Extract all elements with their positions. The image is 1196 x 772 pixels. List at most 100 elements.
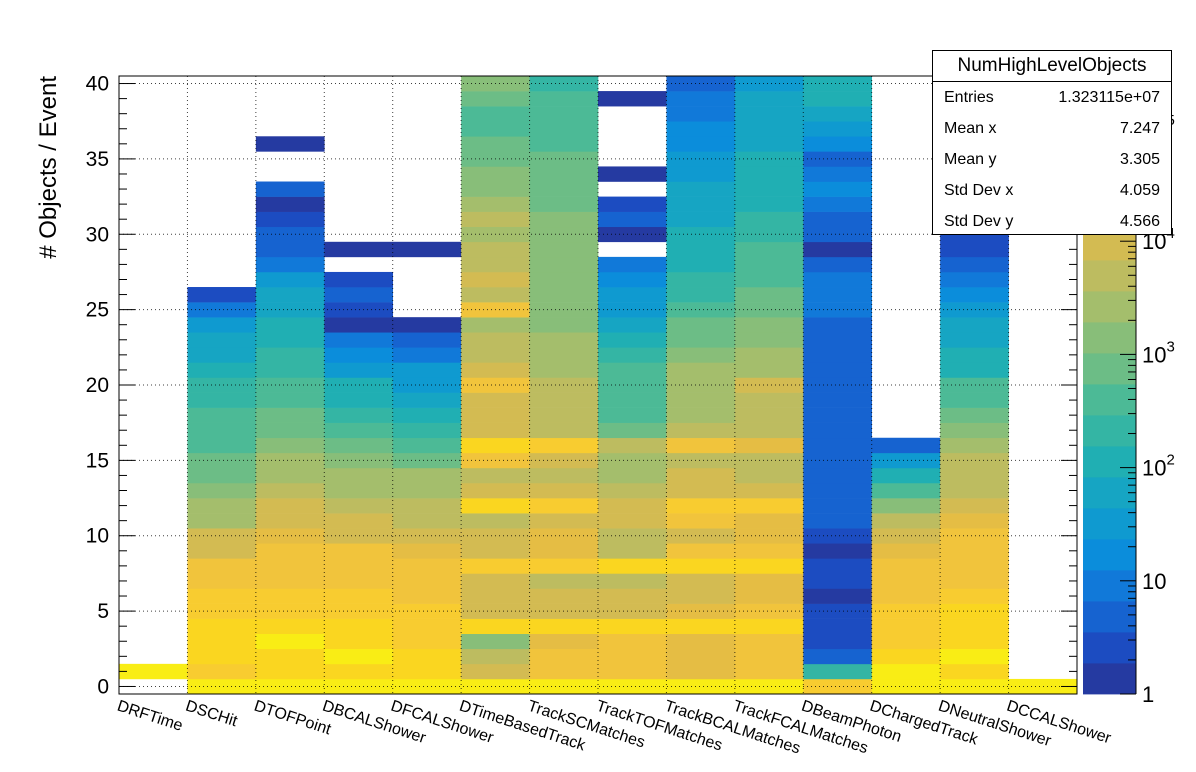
heatmap-cell xyxy=(803,317,873,333)
heatmap-cell xyxy=(666,211,736,228)
heatmap-cell xyxy=(461,287,530,303)
heatmap-cell xyxy=(461,648,530,665)
heatmap-cell xyxy=(734,528,804,544)
heatmap-cell xyxy=(529,241,599,258)
heatmap-cell xyxy=(461,91,530,107)
heatmap-cell xyxy=(666,347,736,363)
heatmap-cell xyxy=(461,196,530,212)
heatmap-cell xyxy=(255,603,325,619)
heatmap-cell xyxy=(187,588,257,604)
heatmap-cell xyxy=(803,543,873,559)
stats-title: NumHighLevelObjects xyxy=(933,51,1171,82)
heatmap-cell xyxy=(598,573,667,589)
heatmap-cell xyxy=(187,317,257,333)
heatmap-cell xyxy=(734,226,804,243)
stats-row-mean-y: Mean y 3.305 xyxy=(933,144,1171,175)
heatmap-cell xyxy=(324,271,394,288)
heatmap-cell xyxy=(803,407,873,423)
heatmap-cell xyxy=(324,332,394,348)
heatmap-cell xyxy=(324,422,394,439)
heatmap-cell xyxy=(529,467,599,484)
palette-swatch xyxy=(1083,260,1136,292)
heatmap-cell xyxy=(598,498,667,514)
heatmap-cell xyxy=(666,482,736,499)
heatmap-cell xyxy=(803,513,873,529)
heatmap-cell xyxy=(529,633,599,650)
heatmap-cell xyxy=(461,588,530,604)
heatmap-cell xyxy=(324,392,394,408)
stats-value: 7.247 xyxy=(1119,120,1160,137)
heatmap-cell xyxy=(940,317,1009,333)
heatmap-cell xyxy=(803,648,873,665)
heatmap-cell xyxy=(255,663,325,680)
heatmap-cell xyxy=(734,256,804,273)
heatmap-cell xyxy=(461,663,530,680)
heatmap-cell xyxy=(529,573,599,589)
palette-tick-label: 1 xyxy=(1142,682,1154,707)
heatmap-cell xyxy=(255,317,325,333)
heatmap-cell xyxy=(871,513,941,529)
heatmap-cell xyxy=(666,392,736,408)
heatmap-cell xyxy=(871,663,941,680)
heatmap-cell xyxy=(187,498,257,514)
heatmap-cell xyxy=(529,663,599,680)
heatmap-cell xyxy=(940,663,1009,680)
heatmap-cell xyxy=(187,558,257,574)
heatmap-cell xyxy=(461,136,530,152)
heatmap-cell xyxy=(734,588,804,604)
heatmap-cell xyxy=(187,392,257,408)
heatmap-cell xyxy=(392,437,462,454)
heatmap-cell xyxy=(529,407,599,423)
heatmap-cell xyxy=(324,407,394,423)
heatmap-cell xyxy=(734,648,804,665)
heatmap-cell xyxy=(940,452,1009,469)
heatmap-cell xyxy=(461,241,530,258)
y-tick-label: 20 xyxy=(86,374,109,397)
palette-swatch xyxy=(1083,446,1136,478)
heatmap-cell xyxy=(529,347,599,363)
heatmap-cell xyxy=(871,648,941,665)
heatmap-cell xyxy=(666,287,736,303)
heatmap-cell xyxy=(598,543,667,559)
heatmap-cell xyxy=(324,573,394,589)
heatmap-cell xyxy=(940,437,1009,454)
heatmap-cell xyxy=(324,452,394,469)
heatmap-cell xyxy=(734,618,804,634)
heatmap-cell xyxy=(187,648,257,665)
heatmap-cell xyxy=(392,467,462,484)
heatmap-cell xyxy=(940,528,1009,544)
heatmap-cell xyxy=(461,332,530,348)
heatmap-cell xyxy=(392,317,462,333)
x-category-label: DRFTime xyxy=(115,698,185,735)
heatmap-cell xyxy=(461,422,530,439)
heatmap-cell xyxy=(871,573,941,589)
heatmap-cell xyxy=(598,287,667,303)
heatmap-cell xyxy=(461,437,530,454)
heatmap-cell xyxy=(529,648,599,665)
heatmap-cell xyxy=(803,256,873,273)
heatmap-cell xyxy=(598,422,667,439)
heatmap-cell xyxy=(734,513,804,529)
palette-swatch xyxy=(1083,601,1136,633)
heatmap-cell xyxy=(666,528,736,544)
heatmap-cell xyxy=(392,407,462,423)
heatmap-cell xyxy=(187,467,257,484)
heatmap-cell xyxy=(666,241,736,258)
heatmap-cell xyxy=(392,498,462,514)
heatmap-cell xyxy=(255,241,325,258)
heatmap-cell xyxy=(940,543,1009,559)
heatmap-cell xyxy=(529,256,599,273)
heatmap-cell xyxy=(803,588,873,604)
heatmap-cell xyxy=(666,618,736,634)
heatmap-cell xyxy=(187,377,257,393)
heatmap-cell xyxy=(598,317,667,333)
heatmap-cell xyxy=(529,317,599,333)
heatmap-cell xyxy=(734,498,804,514)
heatmap-cell xyxy=(461,121,530,137)
heatmap-cell xyxy=(598,302,667,318)
heatmap-cell xyxy=(187,603,257,619)
heatmap-cell xyxy=(803,166,873,182)
heatmap-cell xyxy=(666,603,736,619)
heatmap-cell xyxy=(461,181,530,197)
heatmap-cell xyxy=(666,76,736,92)
